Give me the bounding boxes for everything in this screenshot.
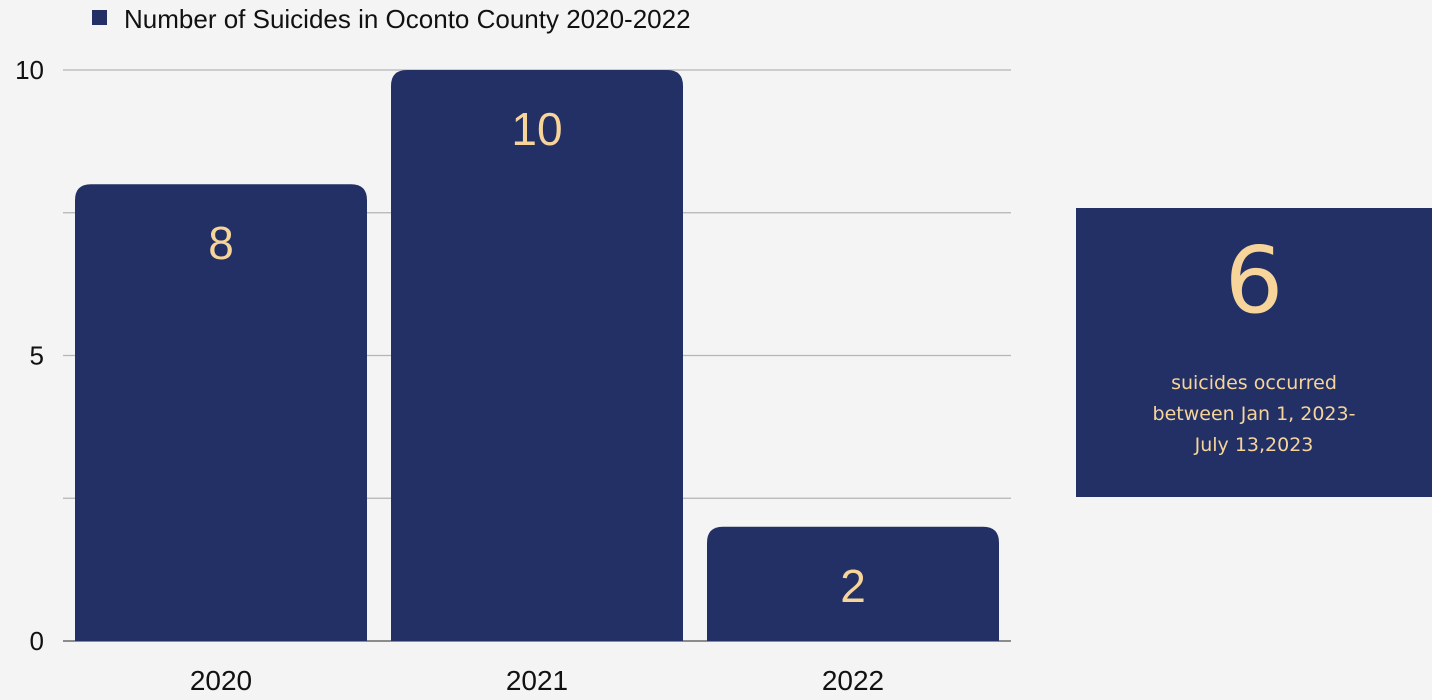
- data-label: 10: [511, 103, 562, 155]
- x-tick-label: 2022: [822, 665, 884, 696]
- legend-label: Number of Suicides in Oconto County 2020…: [124, 4, 691, 34]
- callout-number: 6: [1224, 227, 1284, 334]
- bar: [707, 526, 999, 641]
- data-label: 8: [208, 217, 234, 269]
- bar: [75, 184, 367, 641]
- callout-box: 6 suicides occurred between Jan 1, 2023-…: [1076, 208, 1432, 497]
- y-tick-label: 5: [30, 341, 44, 371]
- callout-text: suicides occurred between Jan 1, 2023- J…: [1076, 368, 1432, 461]
- callout-line: July 13,2023: [1194, 434, 1314, 456]
- x-tick-label: 2020: [190, 665, 252, 696]
- y-tick-label: 0: [30, 626, 44, 656]
- data-label: 2: [840, 560, 866, 612]
- y-tick-label: 10: [15, 55, 44, 85]
- callout-line: suicides occurred: [1171, 372, 1337, 394]
- legend-swatch: [92, 10, 107, 25]
- callout-line: between Jan 1, 2023-: [1152, 403, 1356, 425]
- x-tick-label: 2021: [506, 665, 568, 696]
- bar: [391, 70, 683, 641]
